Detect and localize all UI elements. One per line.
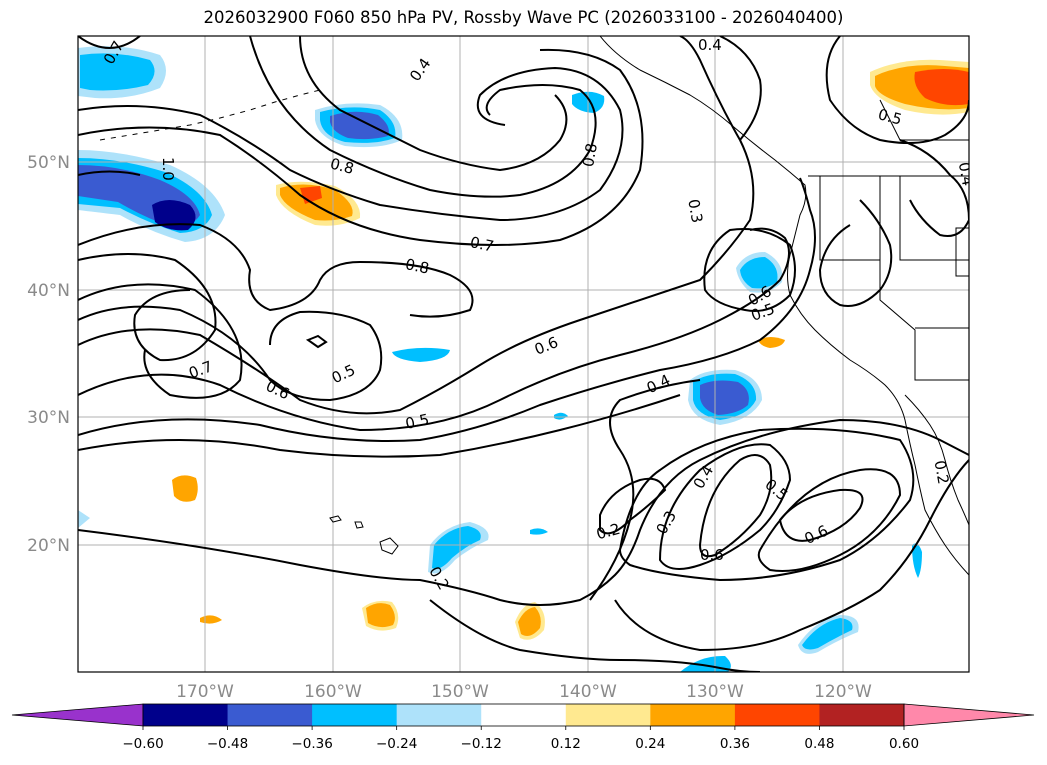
pv-shading xyxy=(78,46,969,672)
contour-label: 0.7 xyxy=(468,233,495,256)
contour-label: 0.4 xyxy=(698,36,722,54)
contour-label: 0.4 xyxy=(955,161,977,188)
lon-label: 120°W xyxy=(814,682,872,702)
lat-label: 30°N xyxy=(27,408,70,428)
contour-label: 0.8 xyxy=(328,154,356,178)
pv-contours xyxy=(78,36,969,672)
contour-label: 0.2 xyxy=(931,459,953,486)
contour-label: 0.5 xyxy=(876,105,904,129)
colorbar-tick-label: 0.48 xyxy=(804,736,834,752)
colorbar-tick-label: −0.60 xyxy=(122,736,163,752)
colorbar-segment xyxy=(143,704,229,726)
colorbar-segment xyxy=(734,704,820,726)
colorbar-extend-low xyxy=(11,703,144,727)
lat-label: 50°N xyxy=(27,153,70,173)
colorbar-segment xyxy=(312,704,398,726)
latitude-labels: 50°N 40°N 30°N 20°N xyxy=(27,153,70,556)
lon-label: 130°W xyxy=(686,682,744,702)
colorbar-tick-label: 0.60 xyxy=(889,736,919,752)
colorbar-tick-label: 0.24 xyxy=(635,736,665,752)
graticule xyxy=(78,36,969,672)
contour-label: 0.8 xyxy=(404,255,431,278)
colorbar-frame xyxy=(142,703,905,727)
contour-label: 0.8 xyxy=(579,142,601,169)
lat-label: 40°N xyxy=(27,281,70,301)
contour-label: 0.6 xyxy=(700,546,724,564)
figure-title: 2026032900 F060 850 hPa PV, Rossby Wave … xyxy=(203,8,844,27)
colorbar-tick-label: −0.24 xyxy=(376,736,417,752)
contour-label: 0.5 xyxy=(404,410,431,433)
contour-label: 1.0 xyxy=(159,157,177,181)
lon-label: 160°W xyxy=(304,682,362,702)
colorbar-extend-high xyxy=(903,703,1035,727)
colorbar-tick-label: −0.36 xyxy=(291,736,332,752)
colorbar-tick-label: −0.12 xyxy=(461,736,502,752)
colorbar-tick-label: 0.36 xyxy=(720,736,750,752)
colorbar-tick-label: −0.48 xyxy=(207,736,248,752)
lat-label: 20°N xyxy=(27,536,70,556)
colorbar-segment xyxy=(565,704,651,726)
colorbar-segment xyxy=(396,704,482,726)
lon-label: 170°W xyxy=(176,682,234,702)
colorbar-segment xyxy=(650,704,736,726)
plot-area xyxy=(78,36,969,672)
contour-label: 0.2 xyxy=(594,520,622,544)
colorbar-tick-label: 0.12 xyxy=(551,736,581,752)
colorbar-ticks: −0.60 −0.48 −0.36 −0.24 −0.12 0.12 0.24 0.36 0.4… xyxy=(122,726,919,752)
colorbar-segment xyxy=(819,704,905,726)
lon-label: 140°W xyxy=(559,682,617,702)
colorbar xyxy=(11,703,1035,727)
plot-border xyxy=(77,35,970,673)
lon-label: 150°W xyxy=(431,682,489,702)
contour-label: 0.3 xyxy=(684,198,706,225)
longitude-labels: 170°W 160°W 150°W 140°W 130°W 120°W xyxy=(176,682,872,702)
colorbar-segment xyxy=(227,704,313,726)
colorbar-segment xyxy=(481,704,567,726)
